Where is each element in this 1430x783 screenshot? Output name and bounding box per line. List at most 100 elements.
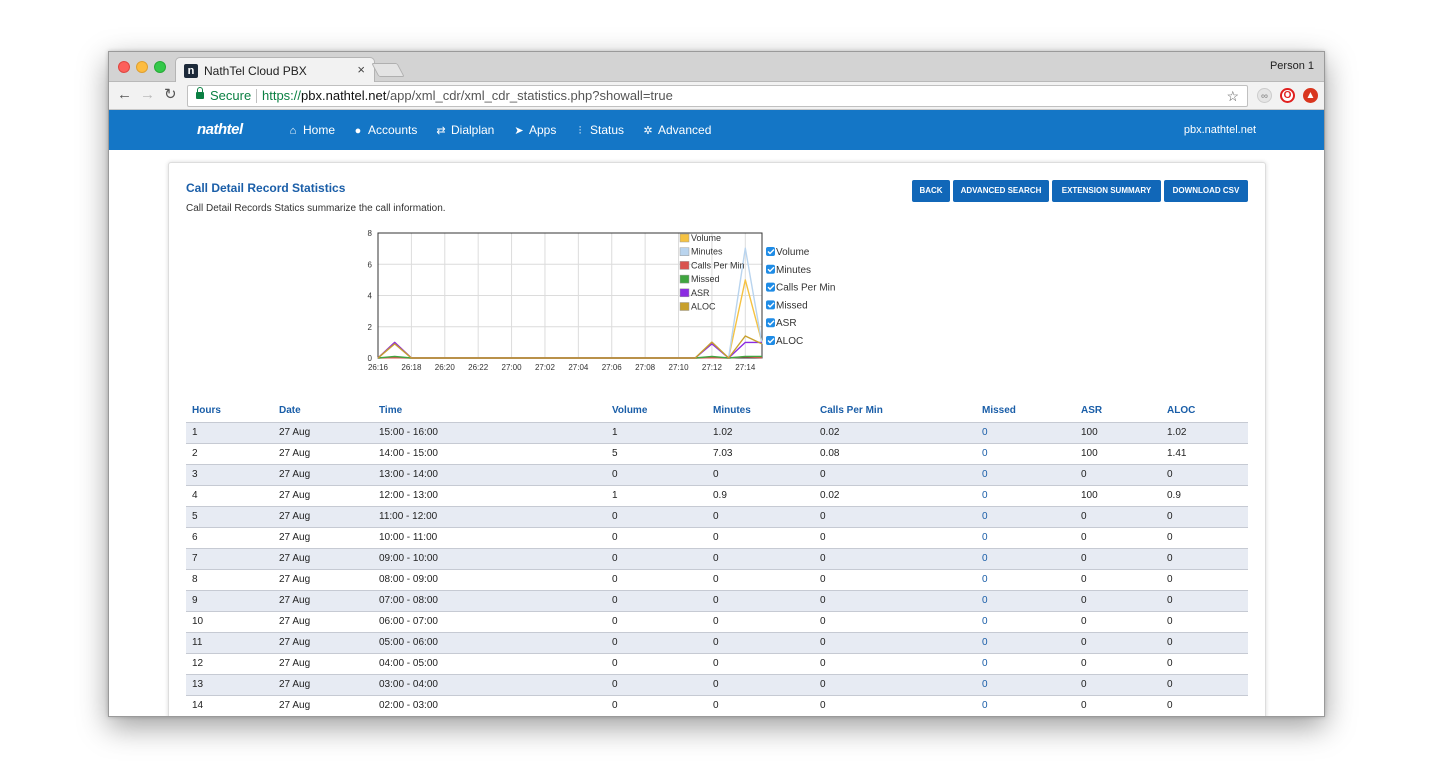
nav-host[interactable]: pbx.nathtel.net [1183, 124, 1256, 136]
nathtel-logo[interactable]: nathtel [197, 121, 243, 138]
x-tick-label: 27:02 [535, 363, 556, 372]
cell-missed[interactable]: 0 [976, 590, 1075, 611]
profile-button[interactable]: Person 1 [1269, 60, 1314, 72]
close-window-button[interactable] [118, 61, 130, 73]
cell-time: 14:00 - 15:00 [379, 448, 438, 459]
cell-date: 27 Aug [279, 448, 311, 459]
advanced-search-button[interactable]: ADVANCED SEARCH [953, 180, 1049, 202]
nav-apps[interactable]: ➤ Apps [512, 123, 556, 137]
cell-missed[interactable]: 0 [976, 548, 1075, 569]
cell-missed[interactable]: 0 [976, 422, 1075, 443]
table-row: 3 27 Aug 13:00 - 14:00 0 0 0 0 0 0 [186, 464, 1248, 485]
minimize-window-button[interactable] [136, 61, 148, 73]
send-icon: ➤ [514, 125, 524, 137]
x-tick-label: 26:20 [435, 363, 456, 372]
star-icon[interactable]: ☆ [1226, 88, 1239, 104]
cell-missed[interactable]: 0 [982, 658, 988, 669]
back-arrow-icon[interactable]: ← [117, 86, 132, 103]
cell-hours: 9 [186, 590, 273, 611]
cell-missed[interactable]: 0 [982, 574, 988, 585]
series-toggle-label[interactable]: Missed [776, 300, 808, 311]
ublock-icon[interactable]: ▲ [1303, 88, 1318, 103]
cell-hours: 10 [192, 616, 204, 627]
x-tick-label: 27:00 [502, 363, 523, 372]
column-header-aloc: ALOC [1167, 405, 1196, 417]
legend-swatch [679, 302, 690, 311]
column-header-missed: Missed [982, 405, 1016, 417]
nav-accounts[interactable]: ● Accounts [351, 123, 418, 137]
cell-time: 10:00 - 11:00 [379, 532, 438, 543]
checkmark-icon [767, 320, 775, 326]
series-toggle-label[interactable]: Minutes [776, 265, 811, 276]
nav-home[interactable]: ⌂ Home [286, 123, 335, 137]
series-toggle-checkbox[interactable] [766, 264, 775, 274]
cell-missed[interactable]: 0 [982, 700, 988, 712]
secure-label: Secure [210, 88, 252, 103]
browser-toolbar: ← → ↻ Secure https://pbx.nathtel.net/app… [109, 82, 1324, 110]
cell-time: 03:00 - 04:00 [373, 674, 606, 695]
cell-aloc: 1.02 [1161, 422, 1248, 443]
cell-missed[interactable]: 0 [976, 674, 1075, 695]
cdr-statistics-panel: Call Detail Record Statistics Call Detai… [168, 162, 1266, 716]
cell-missed[interactable]: 0 [982, 616, 988, 627]
x-tick-label: 27:10 [669, 363, 690, 372]
legend-label: Volume [691, 233, 721, 243]
series-toggle-label[interactable]: ALOC [776, 336, 803, 347]
extension-icon[interactable]: ∞ [1257, 88, 1272, 103]
series-toggle-label[interactable]: Calls Per Min [776, 283, 835, 294]
cell-asr: 0 [1075, 464, 1161, 485]
page-description: Call Detail Records Statics summarize th… [186, 203, 446, 214]
cell-aloc: 0.9 [1167, 490, 1181, 501]
cell-missed[interactable]: 0 [976, 632, 1075, 653]
cell-date: 27 Aug [273, 464, 373, 485]
cell-missed[interactable]: 0 [982, 532, 988, 543]
browser-tab[interactable]: n NathTel Cloud PBX × [175, 57, 375, 83]
nav-status[interactable]: ⫶ Status [573, 123, 624, 138]
series-toggle-label[interactable]: ASR [776, 318, 797, 329]
cell-calls-per-min: 0 [814, 548, 976, 569]
cell-volume: 0 [606, 548, 707, 569]
cell-minutes: 0 [713, 658, 719, 669]
legend-swatch [679, 233, 690, 243]
cell-date: 27 Aug [273, 548, 373, 569]
nav-dialplan[interactable]: ⇄ Dialplan [434, 123, 494, 137]
legend-swatch [679, 274, 690, 284]
address-bar[interactable]: Secure https://pbx.nathtel.net/app/xml_c… [187, 85, 1248, 107]
table-row: 14 27 Aug 02:00 - 03:00 0 0 0 0 0 0 [186, 695, 1248, 716]
opera-icon[interactable]: O [1280, 88, 1295, 103]
cell-missed[interactable]: 0 [976, 464, 1075, 485]
tab-close-icon[interactable]: × [357, 62, 365, 77]
series-toggle-checkbox[interactable] [766, 336, 775, 345]
tab-title: NathTel Cloud PBX [204, 64, 307, 78]
zoom-window-button[interactable] [154, 61, 166, 73]
series-toggle-checkbox[interactable] [766, 282, 775, 292]
cell-hours: 8 [192, 574, 198, 585]
extension-summary-button[interactable]: EXTENSION SUMMARY [1052, 180, 1161, 202]
forward-arrow-icon[interactable]: → [140, 86, 155, 103]
cell-asr: 100 [1081, 448, 1098, 459]
download-csv-button[interactable]: DOWNLOAD CSV [1164, 180, 1248, 202]
cell-minutes: 7.03 [713, 448, 733, 459]
cell-missed[interactable]: 0 [982, 490, 988, 501]
series-toggle-checkbox[interactable] [766, 247, 775, 256]
checkmark-icon [767, 302, 775, 308]
cell-calls-per-min: 0 [814, 590, 976, 611]
y-tick-label: 8 [368, 229, 373, 238]
cell-minutes: 0 [707, 632, 814, 653]
nav-advanced[interactable]: ✲ Advanced [641, 123, 711, 137]
cell-missed[interactable]: 0 [982, 448, 988, 459]
cell-time: 06:00 - 07:00 [379, 616, 438, 627]
new-tab-button[interactable] [371, 63, 405, 77]
cell-hours: 12 [192, 658, 204, 669]
cell-aloc: 1.41 [1167, 448, 1187, 459]
series-toggle-label[interactable]: Volume [776, 247, 810, 258]
series-toggle-checkbox[interactable] [766, 318, 775, 328]
back-button[interactable]: BACK [912, 180, 950, 202]
reload-icon[interactable]: ↻ [164, 86, 177, 103]
url-text[interactable]: https://pbx.nathtel.net/app/xml_cdr/xml_… [262, 86, 673, 106]
cell-minutes: 0 [713, 532, 719, 543]
series-toggle-checkbox[interactable] [766, 300, 775, 310]
cell-minutes: 0 [713, 574, 719, 585]
cell-calls-per-min: 0 [820, 532, 826, 543]
cell-missed[interactable]: 0 [976, 506, 1075, 527]
